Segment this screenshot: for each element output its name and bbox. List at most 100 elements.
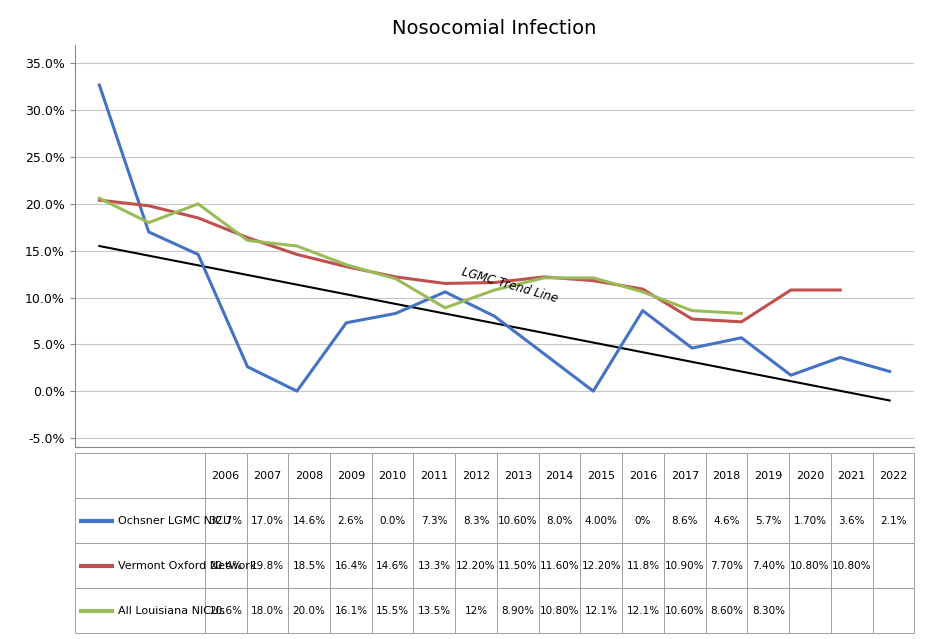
- Bar: [288, 543, 330, 588]
- Bar: [831, 543, 872, 588]
- Bar: [872, 543, 914, 588]
- Text: 2014: 2014: [546, 470, 574, 481]
- Bar: [455, 453, 497, 498]
- Text: 3.6%: 3.6%: [839, 516, 865, 526]
- Bar: [455, 498, 497, 543]
- Bar: [831, 453, 872, 498]
- Bar: [371, 498, 413, 543]
- Bar: [872, 588, 914, 633]
- Text: 1.70%: 1.70%: [793, 516, 827, 526]
- Bar: [330, 543, 371, 588]
- Text: 11.60%: 11.60%: [540, 560, 579, 571]
- Text: 12%: 12%: [465, 606, 488, 616]
- Text: 8.0%: 8.0%: [547, 516, 573, 526]
- Bar: [205, 498, 246, 543]
- Text: 4.6%: 4.6%: [713, 516, 740, 526]
- Bar: [664, 588, 705, 633]
- Bar: [497, 588, 538, 633]
- Text: 11.8%: 11.8%: [626, 560, 660, 571]
- Text: 18.0%: 18.0%: [251, 606, 284, 616]
- Bar: [246, 498, 288, 543]
- Bar: [371, 453, 413, 498]
- Bar: [497, 543, 538, 588]
- Bar: [288, 453, 330, 498]
- Text: 2021: 2021: [838, 470, 866, 481]
- Text: 10.90%: 10.90%: [665, 560, 704, 571]
- Text: 2015: 2015: [587, 470, 616, 481]
- Bar: [664, 453, 705, 498]
- Bar: [747, 453, 789, 498]
- Bar: [622, 588, 664, 633]
- Text: All Louisiana NICUs: All Louisiana NICUs: [118, 606, 226, 616]
- Bar: [705, 588, 747, 633]
- Bar: [330, 588, 371, 633]
- Text: 2018: 2018: [713, 470, 741, 481]
- Bar: [789, 588, 831, 633]
- Bar: [580, 588, 622, 633]
- Bar: [75, 543, 205, 588]
- Bar: [831, 588, 872, 633]
- Bar: [455, 588, 497, 633]
- Text: 2022: 2022: [879, 470, 908, 481]
- Text: 8.60%: 8.60%: [710, 606, 743, 616]
- Text: 2007: 2007: [253, 470, 282, 481]
- Text: 10.80%: 10.80%: [790, 560, 829, 571]
- Text: 12.1%: 12.1%: [585, 606, 618, 616]
- Bar: [288, 588, 330, 633]
- Bar: [538, 588, 580, 633]
- Bar: [371, 588, 413, 633]
- Bar: [789, 453, 831, 498]
- Text: 2013: 2013: [504, 470, 532, 481]
- Bar: [622, 498, 664, 543]
- Bar: [497, 498, 538, 543]
- Text: 12.20%: 12.20%: [581, 560, 621, 571]
- Text: 14.6%: 14.6%: [293, 516, 326, 526]
- Text: 2019: 2019: [754, 470, 783, 481]
- Text: 2020: 2020: [796, 470, 824, 481]
- Bar: [75, 588, 205, 633]
- Text: 20.0%: 20.0%: [293, 606, 326, 616]
- Bar: [580, 543, 622, 588]
- Text: 11.50%: 11.50%: [498, 560, 537, 571]
- Bar: [747, 588, 789, 633]
- Bar: [747, 498, 789, 543]
- Bar: [538, 543, 580, 588]
- Bar: [664, 498, 705, 543]
- Bar: [831, 498, 872, 543]
- Text: 2012: 2012: [462, 470, 490, 481]
- Bar: [789, 543, 831, 588]
- Text: LGMC Trend Line: LGMC Trend Line: [460, 265, 559, 305]
- Text: 14.6%: 14.6%: [376, 560, 410, 571]
- Text: 16.1%: 16.1%: [334, 606, 368, 616]
- Text: 13.5%: 13.5%: [418, 606, 451, 616]
- Text: 7.40%: 7.40%: [752, 560, 785, 571]
- Bar: [622, 453, 664, 498]
- Text: 13.3%: 13.3%: [418, 560, 451, 571]
- Bar: [538, 498, 580, 543]
- Bar: [580, 453, 622, 498]
- Bar: [75, 453, 205, 498]
- Title: Nosocomial Infection: Nosocomial Infection: [392, 19, 597, 38]
- Text: 10.60%: 10.60%: [498, 516, 537, 526]
- Text: 2006: 2006: [212, 470, 240, 481]
- Text: 8.6%: 8.6%: [672, 516, 698, 526]
- Bar: [497, 453, 538, 498]
- Bar: [622, 543, 664, 588]
- Text: 2016: 2016: [629, 470, 657, 481]
- Bar: [872, 498, 914, 543]
- Text: 2010: 2010: [379, 470, 407, 481]
- Text: 18.5%: 18.5%: [293, 560, 326, 571]
- Text: 17.0%: 17.0%: [251, 516, 284, 526]
- Text: 2.1%: 2.1%: [880, 516, 907, 526]
- Bar: [205, 588, 246, 633]
- Bar: [205, 453, 246, 498]
- Bar: [288, 498, 330, 543]
- Bar: [580, 498, 622, 543]
- Bar: [664, 543, 705, 588]
- Text: 10.80%: 10.80%: [832, 560, 871, 571]
- Bar: [705, 453, 747, 498]
- Bar: [413, 588, 455, 633]
- Bar: [330, 498, 371, 543]
- Text: 2008: 2008: [295, 470, 323, 481]
- Bar: [705, 498, 747, 543]
